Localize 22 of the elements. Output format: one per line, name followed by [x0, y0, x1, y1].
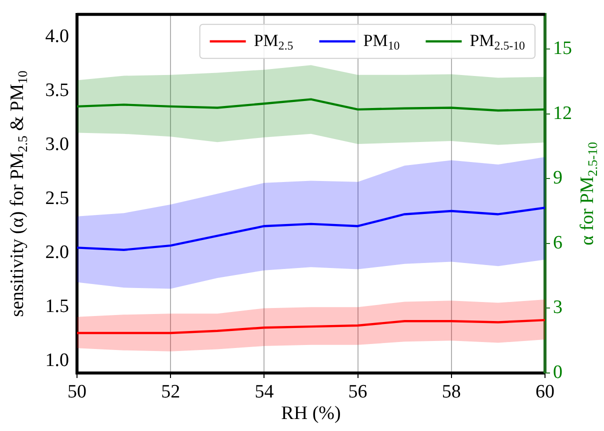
y-tick-label: 1.0 — [45, 350, 69, 372]
y2-tick-label: 15 — [553, 38, 572, 59]
x-tick-label: 50 — [68, 381, 86, 402]
x-tick-label: 58 — [442, 381, 461, 402]
x-tick-label: 54 — [254, 381, 274, 402]
x-tick-label: 56 — [348, 381, 368, 402]
y-tick-label: 2.0 — [45, 242, 69, 264]
x-tick-label: 52 — [161, 381, 180, 402]
y2-tick-label: 6 — [553, 232, 562, 254]
y-tick-label: 3.5 — [45, 80, 69, 102]
x-axis-title: RH (%) — [281, 402, 341, 424]
y-tick-label: 4.0 — [45, 26, 69, 48]
y-axis-title: sensitivity (α) for PM2.5 & PM10 — [6, 70, 30, 317]
y2-tick-label: 12 — [553, 102, 572, 124]
y2-tick-label: 9 — [553, 168, 562, 189]
x-tick-label: 60 — [536, 381, 554, 402]
y2-tick-label: 0 — [553, 362, 562, 383]
y-tick-label: 3.0 — [45, 134, 69, 156]
y2-axis-title: α for PM2.5-10 — [576, 142, 600, 246]
y-tick-label: 2.5 — [45, 188, 69, 210]
y-tick-label: 1.5 — [45, 296, 69, 318]
y2-tick-label: 3 — [553, 297, 562, 318]
